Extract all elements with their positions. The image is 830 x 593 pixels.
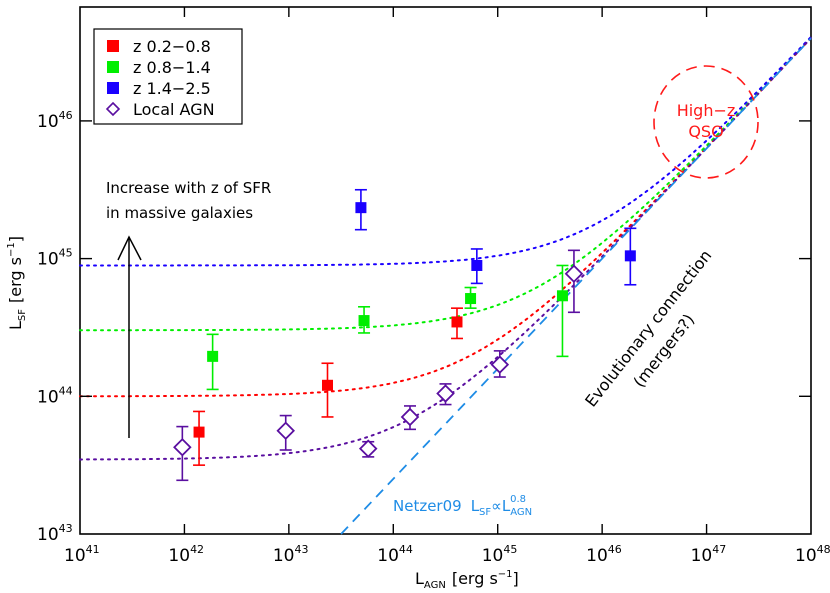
data-point: [464, 286, 477, 309]
y-axis-ticks: 1043 1044 1045 1046: [37, 109, 811, 545]
data-point: [624, 227, 637, 286]
legend: z 0.2−0.8 z 0.8−1.4 z 1.4−2.5 Local AGN: [105, 37, 215, 119]
y-tick-label: 1046: [37, 109, 73, 132]
data-point: [556, 264, 569, 358]
qso-label-line1: High−z: [677, 101, 736, 120]
model-curve: [79, 36, 812, 267]
data-points: [173, 188, 637, 482]
data-point: [321, 362, 334, 418]
data-point: [358, 305, 371, 334]
arrowhead-icon: [117, 235, 142, 261]
netzer-dashed-line: [340, 37, 812, 535]
data-point: [564, 249, 584, 314]
y-tick-label: 1045: [37, 247, 73, 270]
square-marker-icon: [107, 40, 119, 52]
legend-label: z 0.2−0.8: [133, 37, 211, 56]
x-tick-label: 1045: [482, 543, 518, 566]
plot-frame: [79, 6, 812, 535]
data-point: [490, 350, 510, 378]
evolutionary-annotation: Evolutionary connection (mergers?): [581, 246, 715, 410]
svg-text:LSF[erg s−1]: LSF[erg s−1]: [6, 236, 28, 330]
model-curve: [79, 36, 812, 332]
data-point: [354, 188, 367, 231]
legend-item: Local AGN: [105, 100, 215, 119]
legend-item: z 0.2−0.8: [107, 37, 211, 56]
netzer09-reference-line: [340, 37, 812, 535]
sfr-annotation-line1: Increase with z of SFR: [106, 179, 271, 197]
data-point: [206, 333, 219, 391]
sfr-annotation-line2: in massive galaxies: [106, 204, 253, 222]
x-tick-label: 1044: [377, 543, 413, 566]
legend-label: z 0.8−1.4: [133, 58, 211, 77]
square-marker-icon: [107, 82, 119, 94]
high-z-qso-circle: [653, 65, 759, 179]
x-tick-label: 1048: [795, 543, 830, 566]
x-tick-label: 1047: [691, 543, 727, 566]
data-point: [470, 248, 483, 285]
y-axis-title: LSF[erg s−1]: [6, 236, 28, 330]
x-axis-title: LAGN [erg s−1]: [415, 569, 519, 591]
x-tick-label: 1041: [64, 543, 100, 566]
data-point: [193, 410, 206, 466]
legend-label: z 1.4−2.5: [133, 79, 211, 98]
square-marker-icon: [107, 61, 119, 73]
legend-item: z 0.8−1.4: [107, 58, 211, 77]
data-point: [400, 405, 420, 431]
y-tick-label: 1044: [37, 384, 73, 407]
qso-label-line2: QSO: [688, 122, 723, 141]
y-tick-label: 1043: [37, 522, 73, 545]
diamond-marker-icon: [105, 101, 121, 117]
data-point: [276, 414, 295, 451]
legend-item: z 1.4−2.5: [107, 79, 211, 98]
legend-label: Local AGN: [133, 100, 215, 119]
x-tick-label: 1046: [586, 543, 622, 566]
data-point: [436, 383, 455, 406]
data-point: [358, 439, 378, 458]
x-axis-ticks: 1041 1042 1043 1044 1045 1046 1047 1048: [64, 7, 830, 566]
data-point: [450, 307, 463, 340]
x-tick-label: 1043: [273, 543, 309, 566]
netzer-label: Netzer09 LSF∝LAGN0.8: [393, 494, 532, 518]
data-point: [173, 425, 192, 482]
x-tick-label: 1042: [168, 543, 204, 566]
